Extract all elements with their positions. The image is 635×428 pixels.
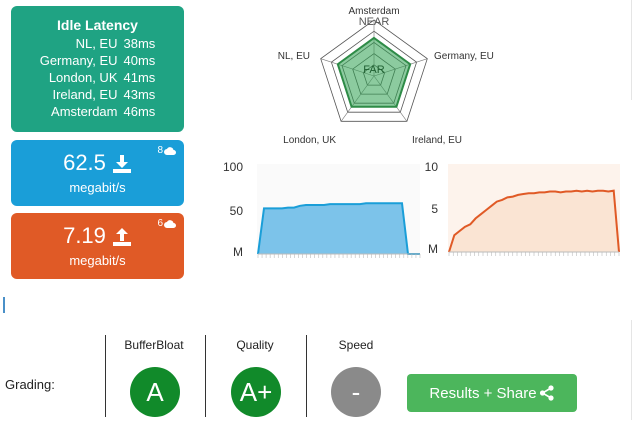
download-ytick-top: 100 <box>223 160 243 174</box>
latency-row: London, UK 41ms <box>11 69 184 86</box>
latency-city: London, UK <box>48 70 118 85</box>
grading-divider <box>306 335 307 417</box>
upload-line <box>448 189 620 253</box>
radar-far-label: FAR <box>363 64 384 76</box>
radar-label-left: NL, EU <box>278 51 310 62</box>
divider <box>631 0 632 100</box>
download-x-ticks <box>257 253 421 258</box>
latency-city: Amsterdam <box>51 104 118 119</box>
download-value: 62.5 <box>63 150 106 175</box>
share-icon <box>539 385 554 401</box>
upload-ytick-bottom: M <box>428 242 438 256</box>
download-icon <box>112 155 131 174</box>
results-share-button[interactable]: Results + Share <box>407 374 577 412</box>
upload-ytick-mid: 5 <box>431 202 438 216</box>
upload-speed: 7.19 <box>11 223 184 249</box>
upload-value: 7.19 <box>63 223 106 248</box>
scroll-marker <box>3 297 5 313</box>
divider <box>631 320 632 420</box>
latency-row: Germany, EU 40ms <box>11 52 184 69</box>
latency-city: Germany, EU <box>39 53 118 68</box>
download-line <box>257 202 420 255</box>
download-card: 62.5 megabit/s 8 <box>11 140 184 206</box>
latency-city: NL, EU <box>75 36 118 51</box>
upload-ytick-top: 10 <box>425 160 439 174</box>
radar-label-right: Germany, EU <box>434 51 494 62</box>
bufferbloat-heading: BufferBloat <box>124 338 184 352</box>
latency-row: NL, EU 38ms <box>11 35 184 52</box>
download-ytick-bottom: M <box>233 245 243 259</box>
latency-city: Ireland, EU <box>52 87 118 102</box>
radar-area <box>336 36 412 108</box>
latency-list: NL, EU 38ms Germany, EU 40ms London, UK 41ms I… <box>11 35 184 120</box>
upload-unit: megabit/s <box>69 253 126 268</box>
grading-divider <box>105 335 106 417</box>
download-area <box>258 203 420 254</box>
upload-connection-count: 6 <box>157 218 176 229</box>
latency-row: Amsterdam 46ms <box>11 103 184 120</box>
download-unit: megabit/s <box>69 180 126 195</box>
cloud-icon <box>164 146 176 155</box>
download-speed: 62.5 <box>11 150 184 176</box>
idle-latency-card: Idle Latency NL, EU 38ms Germany, EU 40ms Lo… <box>11 6 184 132</box>
speed-grade[interactable]: - <box>331 367 381 417</box>
bufferbloat-grade[interactable]: A <box>130 367 180 417</box>
download-connection-count: 8 <box>157 145 176 156</box>
radar-near-label: NEAR <box>359 16 390 28</box>
quality-grade[interactable]: A+ <box>231 367 281 417</box>
idle-latency-title: Idle Latency <box>57 17 138 33</box>
radar-label-bottom-right: Ireland, EU <box>412 135 462 146</box>
latency-ms: 40ms <box>123 53 156 68</box>
quality-heading: Quality <box>236 338 274 352</box>
latency-ms: 43ms <box>123 87 156 102</box>
latency-row: Ireland, EU 43ms <box>11 86 184 103</box>
latency-ms: 41ms <box>123 70 156 85</box>
radar-grid-ring <box>320 19 428 122</box>
download-chart: 100 50 M <box>223 160 421 259</box>
speed-heading: Speed <box>338 338 374 352</box>
latency-ms: 38ms <box>123 36 156 51</box>
cloud-icon <box>164 219 176 228</box>
radar-label-top: Amsterdam <box>348 6 399 17</box>
upload-x-ticks <box>448 251 620 256</box>
radar-grid-ring <box>330 30 418 113</box>
download-ytick-mid: 50 <box>230 204 244 218</box>
results-share-label: Results + Share <box>429 384 537 402</box>
upload-chart: 10 5 M <box>425 160 620 256</box>
grading-label: Grading: <box>5 377 55 392</box>
upload-card: 7.19 megabit/s 6 <box>11 213 184 279</box>
upload-icon <box>112 228 131 247</box>
grading-divider <box>205 335 206 417</box>
radar-label-bottom-left: London, UK <box>283 135 336 146</box>
latency-ms: 46ms <box>123 104 156 119</box>
latency-radar-chart: Amsterdam NEAR Germany, EU NL, EU FAR Lo… <box>278 6 494 146</box>
